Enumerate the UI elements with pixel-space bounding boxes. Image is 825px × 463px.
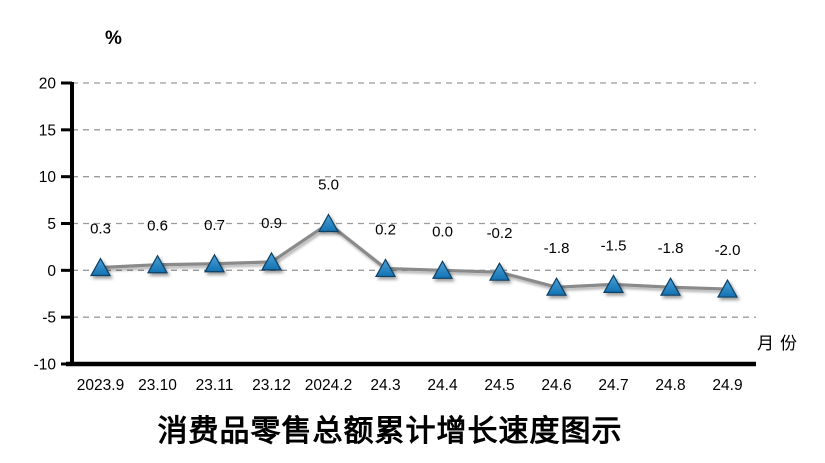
- data-point-label: -0.2: [487, 225, 513, 242]
- x-category-label: 24.6: [541, 377, 571, 394]
- data-point-label: 0.2: [375, 221, 396, 238]
- x-category-label: 24.5: [484, 377, 514, 394]
- data-point-label: -1.8: [544, 240, 570, 257]
- data-point-marker: [602, 274, 625, 293]
- data-point-label: 5.0: [318, 177, 339, 194]
- data-point-marker: [260, 251, 283, 271]
- y-tick-label: -5: [42, 310, 56, 327]
- data-point-marker: [89, 257, 112, 277]
- data-point-label: -1.5: [601, 237, 627, 254]
- x-category-label: 24.3: [370, 377, 400, 394]
- x-axis-unit-label: 月份: [757, 334, 803, 353]
- y-tick-label: 0: [47, 263, 56, 280]
- data-point-marker: [146, 254, 169, 274]
- data-point-label: 0.0: [432, 223, 453, 240]
- data-point-label: 0.9: [261, 215, 282, 232]
- x-category-label: 2024.2: [305, 377, 352, 394]
- data-point-label: 0.7: [204, 217, 225, 234]
- y-axis-unit-label: %: [105, 28, 122, 49]
- x-category-label: 24.9: [712, 377, 742, 394]
- x-category-label: 23.11: [196, 377, 234, 394]
- data-point-marker: [203, 253, 226, 273]
- y-tick-label: 20: [39, 76, 57, 93]
- data-point-marker: [488, 261, 511, 281]
- data-point-marker: [317, 213, 340, 233]
- y-tick-label: 15: [39, 122, 56, 139]
- y-tick-label: 5: [47, 216, 56, 233]
- x-category-label: 24.7: [598, 377, 628, 394]
- data-point-marker: [659, 276, 682, 296]
- data-point-label: 0.6: [147, 218, 168, 235]
- x-category-label: 24.4: [427, 377, 458, 394]
- x-category-label: 23.12: [252, 377, 291, 394]
- data-point-marker: [716, 278, 739, 298]
- data-point-marker: [545, 276, 568, 296]
- data-point-marker: [374, 258, 397, 278]
- chart-title: 消费品零售总额累计增长速度图示: [157, 415, 623, 448]
- y-tick-label: -10: [34, 357, 57, 374]
- x-category-label: 24.8: [655, 377, 685, 394]
- data-point-marker: [431, 260, 454, 279]
- x-category-label: 23.10: [138, 377, 177, 394]
- data-point-label: -2.0: [715, 242, 741, 259]
- data-point-label: 0.3: [90, 221, 111, 238]
- data-line: [100, 221, 728, 291]
- x-category-label: 2023.9: [77, 377, 124, 394]
- y-tick-label: 10: [39, 169, 57, 186]
- data-point-label: -1.8: [658, 240, 684, 257]
